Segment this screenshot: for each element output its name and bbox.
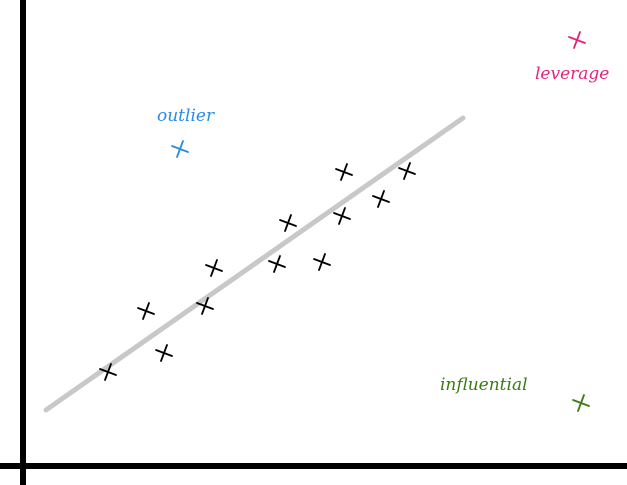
leverage-point [568, 31, 586, 49]
data-point-marker [333, 207, 351, 225]
data-point-marker [205, 259, 223, 277]
influential-point [572, 394, 590, 412]
influential-marker [572, 394, 590, 412]
data-point-marker [268, 255, 286, 273]
data-point-marker [196, 297, 214, 315]
data-point-marker [155, 344, 173, 362]
data-point-marker [99, 363, 117, 381]
leverage-label: leverage [535, 64, 609, 84]
data-point-marker [398, 162, 416, 180]
data-point-marker [335, 163, 353, 181]
fit-line [43, 115, 466, 413]
data-points [99, 162, 416, 381]
data-point-marker [313, 253, 331, 271]
data-point-marker [279, 214, 297, 232]
outlier-label: outlier [157, 106, 215, 126]
outlier-point [171, 140, 189, 158]
influential-label: influential [440, 375, 528, 395]
leverage-marker [568, 31, 586, 49]
outlier-marker [171, 140, 189, 158]
data-point-marker [137, 302, 155, 320]
data-point-marker [372, 190, 390, 208]
